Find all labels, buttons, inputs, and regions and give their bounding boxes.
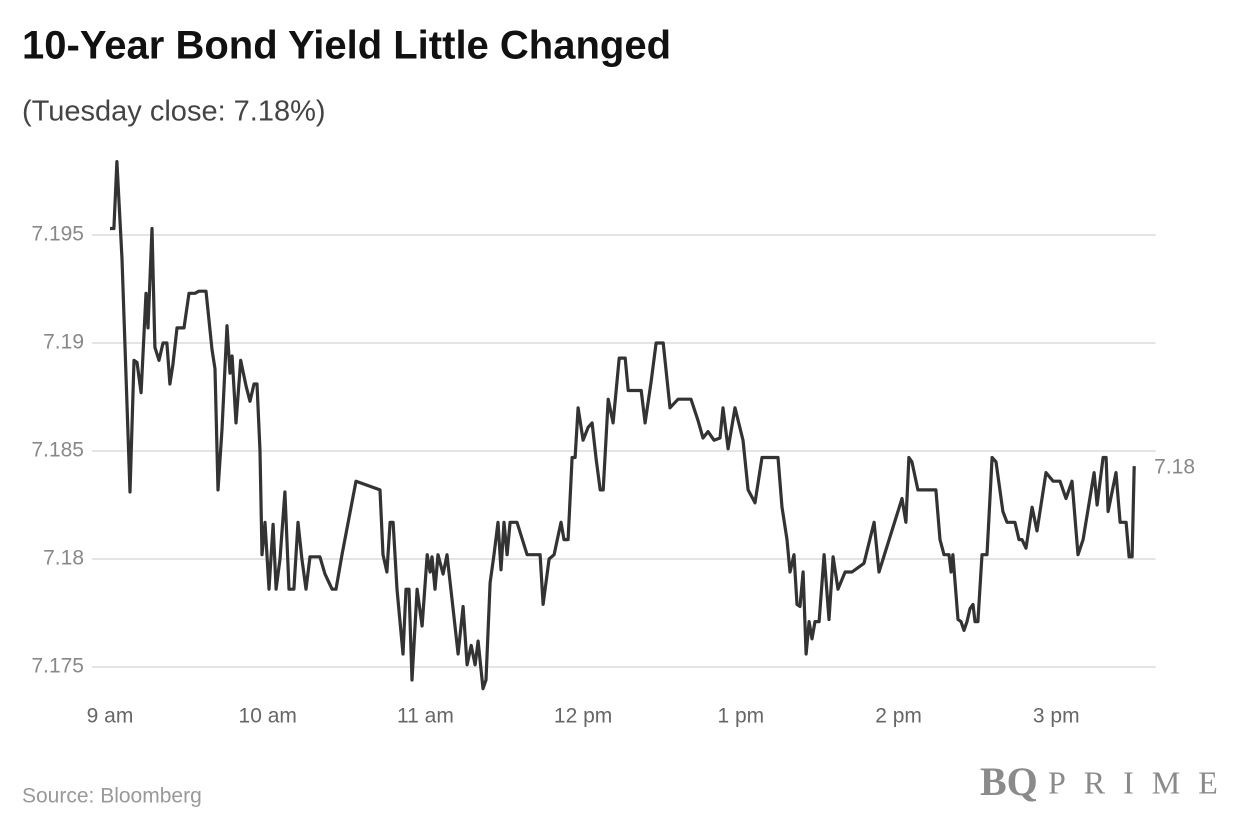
x-tick-label: 3 pm [1033,705,1080,728]
x-tick-label: 10 am [239,705,297,728]
y-tick-label: 7.175 [31,655,84,678]
chart-title: 10-Year Bond Yield Little Changed [22,24,671,68]
logo-mark: BQ [980,759,1038,804]
y-tick-label: 7.185 [31,439,84,462]
y-tick-label: 7.19 [43,331,84,354]
y-tick-label: 7.195 [31,223,84,246]
x-tick-label: 2 pm [875,705,922,728]
y-tick-label: 7.18 [43,547,84,570]
x-tick-label: 11 am [397,705,454,728]
x-tick-label: 12 pm [554,705,612,728]
logo-word: PRIME [1048,764,1236,800]
x-tick-label: 9 am [87,705,134,728]
source: Source: Bloomberg [22,785,202,808]
x-tick-label: 1 pm [717,705,764,728]
end-label: 7.18 [1154,456,1195,479]
line [110,160,1136,691]
chart-subtitle: (Tuesday close: 7.18%) [22,96,326,128]
